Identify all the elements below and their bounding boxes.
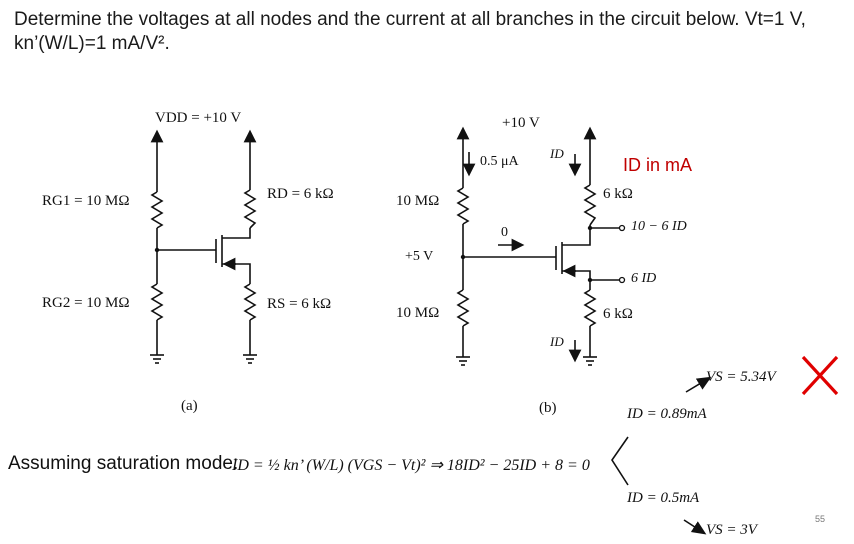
id-unit-note: ID in mA: [623, 155, 693, 175]
id-top-label: ID: [550, 146, 564, 161]
rs-label: RS = 6 kΩ: [267, 296, 332, 312]
root1-vs: VS = 5.34V: [706, 369, 776, 385]
caption-a: (a): [181, 398, 198, 414]
rg1-resistor: [150, 191, 164, 229]
r-bottom-left-resistor: [456, 289, 470, 327]
supply-b-label: +10 V: [502, 115, 540, 131]
gate-voltage-label: +5 V: [405, 249, 434, 264]
root1-id: ID = 0.89mA: [627, 406, 707, 422]
rs-resistor: [243, 283, 257, 321]
assumption-label: Assuming saturation mode:: [8, 453, 239, 474]
caption-b: (b): [539, 400, 557, 416]
gate-bias-current-label: 0.5 μA: [480, 154, 519, 169]
rd-resistor: [243, 189, 257, 229]
id-bottom-label: ID: [550, 334, 564, 349]
source-voltage-label: 6 ID: [631, 271, 657, 286]
circuit-b: [456, 126, 626, 366]
root2-vs: VS = 3V: [706, 522, 757, 538]
drain-voltage-label: 10 − 6 ID: [631, 219, 687, 234]
r-top-left-label: 10 MΩ: [396, 193, 440, 209]
zero-current-label: 0: [501, 225, 508, 240]
circuit-a: [150, 129, 257, 364]
r-top-left-resistor: [456, 187, 470, 225]
rd-label: RD = 6 kΩ: [267, 186, 334, 202]
root2-id: ID = 0.5mA: [627, 490, 700, 506]
r-drain-resistor: [583, 184, 597, 226]
arrow-to-vs2: [683, 519, 707, 535]
saturation-equation: ID = ½ kn’ (W/L) (VGS − Vt)² ⇒ 18ID² − 2…: [232, 457, 590, 474]
problem-statement: Determine the voltages at all nodes and …: [14, 9, 806, 54]
x-mark-icon: [801, 355, 839, 396]
vdd-label: VDD = +10 V: [155, 110, 242, 126]
rg2-label: RG2 = 10 MΩ: [42, 295, 130, 311]
rg1-label: RG1 = 10 MΩ: [42, 193, 130, 209]
root-bracket: [611, 436, 629, 486]
r-drain-label: 6 kΩ: [603, 186, 633, 202]
page-number: 55: [815, 514, 826, 524]
r-bottom-left-label: 10 MΩ: [396, 305, 440, 321]
r-source-resistor: [583, 289, 597, 327]
rg2-resistor: [150, 283, 164, 321]
r-source-label: 6 kΩ: [603, 306, 633, 322]
arrow-to-vs1: [685, 376, 712, 393]
